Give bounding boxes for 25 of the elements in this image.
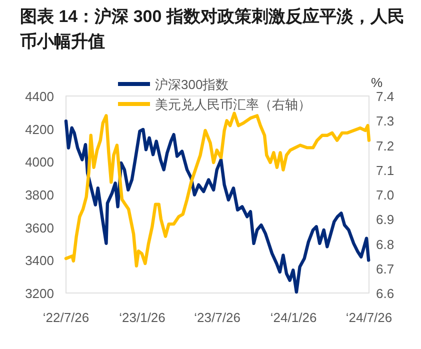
legend-label: 美元兑人民币汇率（右轴）: [155, 97, 311, 112]
y2-tick-label: 6.8: [376, 236, 394, 252]
y-tick-label: 3800: [25, 188, 54, 202]
y-tick-label: 4400: [25, 89, 54, 104]
y-tick-label: 3200: [25, 286, 54, 301]
y-tick-label: 3600: [25, 220, 54, 236]
x-tick-label: ‘23/1/26: [119, 310, 166, 325]
y2-tick-label: 7.0: [376, 188, 394, 202]
y2-axis-title: %: [371, 75, 383, 90]
x-tick-label: ‘24/7/26: [346, 310, 392, 325]
y2-tick-label: 6.9: [376, 212, 394, 228]
y-tick-label: 4200: [25, 122, 54, 137]
legend-label: 沪深300指数: [155, 77, 229, 92]
y2-tick-label: 7.3: [376, 114, 394, 129]
chart-title: 图表 14：沪深 300 指数对政策刺激反应平淡，人民币小幅升值: [20, 6, 406, 53]
x-tick-label: ‘23/7/26: [194, 310, 240, 325]
y2-tick-label: 6.7: [376, 261, 394, 276]
y2-tick-label: 7.1: [376, 162, 394, 178]
y-tick-label: 4000: [25, 154, 54, 170]
x-tick-label: ‘22/7/26: [42, 310, 90, 325]
x-tick-label: ‘24/1/26: [270, 310, 317, 325]
y2-tick-label: 7.2: [376, 138, 394, 154]
y-tick-label: 3400: [25, 253, 54, 268]
y2-tick-label: 7.4: [376, 89, 394, 104]
y2-tick-label: 6.6: [376, 286, 394, 301]
